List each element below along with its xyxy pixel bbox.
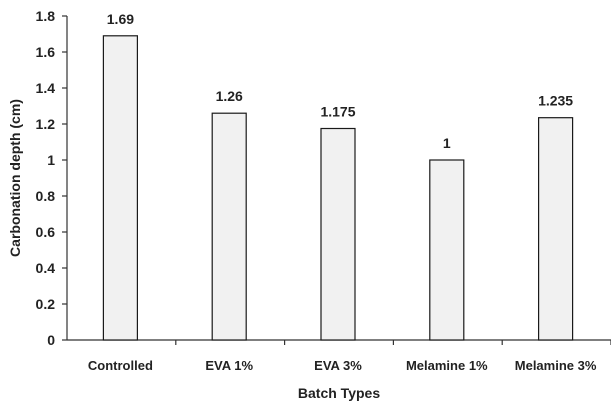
y-tick-label: 0.2 — [36, 296, 56, 312]
y-tick-label: 0.4 — [36, 260, 56, 276]
data-labels-group: 1.69 1.26 1.175 1 1.235 — [107, 11, 574, 151]
bar-data-label: 1.175 — [320, 104, 355, 120]
bar — [102, 35, 139, 341]
bar — [211, 112, 247, 341]
y-tick-label: 1.6 — [36, 44, 56, 60]
x-axis-title: Batch Types — [298, 385, 380, 401]
y-tick-label: 0 — [47, 332, 55, 348]
x-category-label: EVA 3% — [314, 358, 362, 373]
bar-data-label: 1.235 — [538, 93, 573, 109]
x-axis-labels: Controlled EVA 1% EVA 3% Melamine 1% Melamin… — [88, 358, 597, 373]
y-tick-label: 1 — [47, 152, 55, 168]
x-category-label: Melamine 1% — [406, 358, 488, 373]
y-axis-ticks: 0 0.2 0.4 0.6 0.8 1 1.2 1.4 1.6 1.8 — [36, 8, 67, 348]
bars-group — [102, 35, 611, 345]
bar — [320, 127, 356, 341]
bar-data-label: 1.26 — [216, 88, 243, 104]
y-tick-label: 0.8 — [36, 188, 56, 204]
x-category-label: Melamine 3% — [515, 358, 597, 373]
y-tick-label: 1.8 — [36, 8, 56, 24]
bar — [537, 117, 574, 341]
y-axis-title: Carbonation depth (cm) — [7, 99, 23, 257]
bar-data-label: 1.69 — [107, 11, 134, 27]
y-tick-label: 1.2 — [36, 116, 56, 132]
x-category-label: EVA 1% — [205, 358, 253, 373]
bar — [429, 159, 465, 341]
y-tick-label: 0.6 — [36, 224, 56, 240]
bar-data-label: 1 — [443, 135, 451, 151]
x-category-label: Controlled — [88, 358, 153, 373]
y-tick-label: 1.4 — [36, 80, 56, 96]
